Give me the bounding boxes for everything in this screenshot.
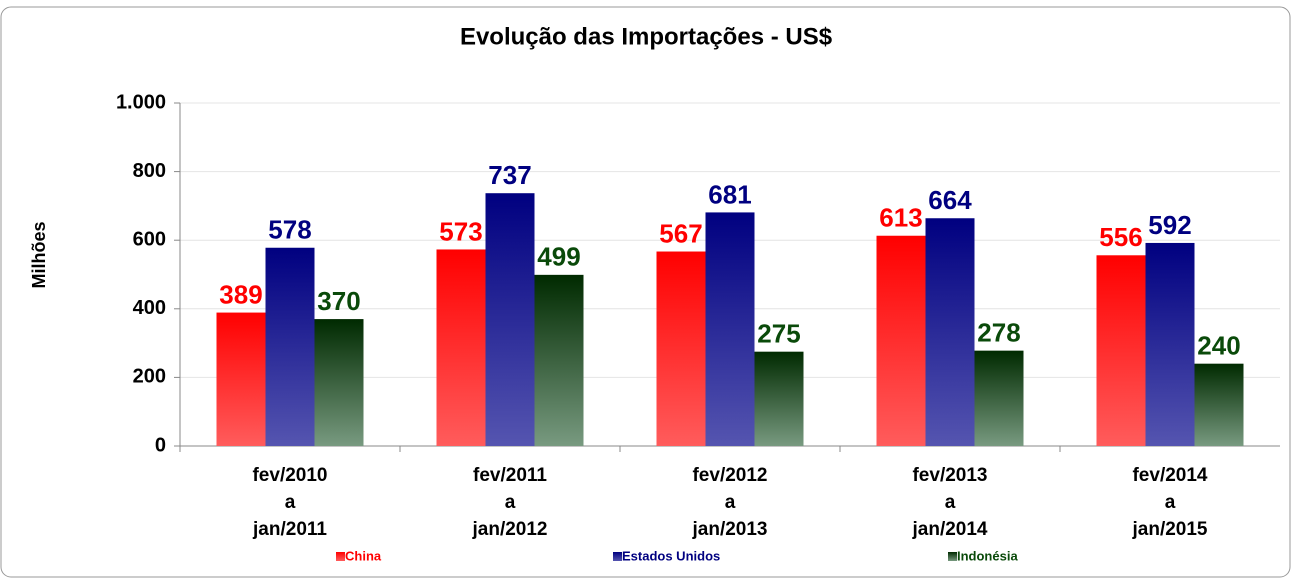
bar bbox=[1096, 255, 1146, 446]
legend-label: Indonésia bbox=[957, 548, 1018, 563]
x-tick-label: fev/2011 bbox=[473, 465, 547, 486]
legend-swatch bbox=[613, 552, 622, 561]
value-label: 573 bbox=[439, 216, 482, 246]
value-label: 240 bbox=[1197, 331, 1240, 361]
x-tick-label: jan/2014 bbox=[912, 519, 988, 540]
x-tick-label: a bbox=[725, 492, 736, 513]
bar bbox=[974, 350, 1024, 446]
x-tick-label: a bbox=[505, 492, 516, 513]
value-label: 275 bbox=[757, 319, 800, 349]
bar bbox=[436, 249, 486, 446]
legend-swatch bbox=[336, 552, 345, 561]
bar bbox=[876, 235, 926, 446]
y-tick-label: 1.000 bbox=[116, 91, 166, 113]
x-tick-label: jan/2015 bbox=[1132, 519, 1208, 540]
y-axis-label: Milhões bbox=[29, 221, 49, 288]
y-tick-label: 600 bbox=[133, 228, 166, 250]
x-tick-label: a bbox=[1165, 492, 1176, 513]
y-tick-label: 400 bbox=[133, 297, 166, 319]
legend-label: China bbox=[345, 548, 382, 563]
bar bbox=[1145, 242, 1195, 446]
x-tick-label: fev/2013 bbox=[912, 465, 987, 486]
bar bbox=[216, 312, 266, 446]
bar bbox=[485, 193, 535, 446]
x-tick-label: a bbox=[945, 492, 956, 513]
bar bbox=[314, 319, 364, 446]
value-label: 613 bbox=[879, 203, 922, 233]
bar bbox=[1194, 363, 1244, 446]
value-label: 499 bbox=[537, 242, 580, 272]
value-label: 278 bbox=[977, 318, 1020, 348]
y-tick-label: 0 bbox=[155, 434, 166, 456]
bar bbox=[925, 218, 975, 446]
bar bbox=[705, 212, 755, 446]
value-label: 556 bbox=[1099, 222, 1142, 252]
y-tick-label: 800 bbox=[133, 160, 166, 182]
bar bbox=[656, 251, 706, 446]
x-tick-label: fev/2014 bbox=[1132, 465, 1207, 486]
value-label: 681 bbox=[708, 179, 751, 209]
legend-label: Estados Unidos bbox=[622, 548, 720, 563]
bar bbox=[534, 274, 584, 446]
value-label: 578 bbox=[268, 215, 311, 245]
bar bbox=[754, 351, 804, 446]
value-label: 664 bbox=[928, 185, 972, 215]
value-label: 370 bbox=[317, 286, 360, 316]
value-label: 737 bbox=[488, 160, 531, 190]
value-label: 389 bbox=[219, 279, 262, 309]
bar bbox=[265, 247, 315, 446]
value-label: 567 bbox=[659, 218, 702, 248]
x-tick-label: a bbox=[285, 492, 296, 513]
x-tick-label: fev/2012 bbox=[692, 465, 767, 486]
x-tick-label: jan/2012 bbox=[472, 519, 548, 540]
chart-title: Evolução das Importações - US$ bbox=[460, 23, 833, 50]
x-tick-label: jan/2013 bbox=[692, 519, 768, 540]
y-tick-label: 200 bbox=[133, 366, 166, 388]
value-label: 592 bbox=[1148, 210, 1191, 240]
x-tick-label: jan/2011 bbox=[252, 519, 327, 540]
x-tick-label: fev/2010 bbox=[252, 465, 327, 486]
legend-swatch bbox=[948, 552, 957, 561]
